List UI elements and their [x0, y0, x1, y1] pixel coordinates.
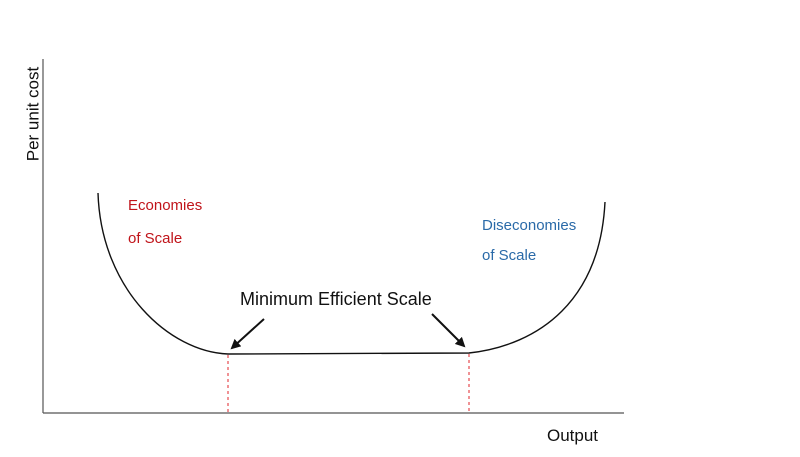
mes-arrow-right — [431, 313, 466, 348]
y-axis-label: Per unit cost — [23, 66, 43, 162]
minimum-efficient-scale-label: Minimum Efficient Scale — [240, 289, 432, 309]
economies-label-line1: Economies — [128, 197, 203, 214]
x-axis-label: Output — [547, 426, 599, 445]
economies-label-line2: of Scale — [128, 230, 183, 247]
diseconomies-label-line2: of Scale — [482, 247, 537, 264]
mes-arrow-left — [230, 318, 265, 350]
diseconomies-label-line1: Diseconomies — [482, 217, 577, 234]
cost-curve — [97, 192, 606, 355]
